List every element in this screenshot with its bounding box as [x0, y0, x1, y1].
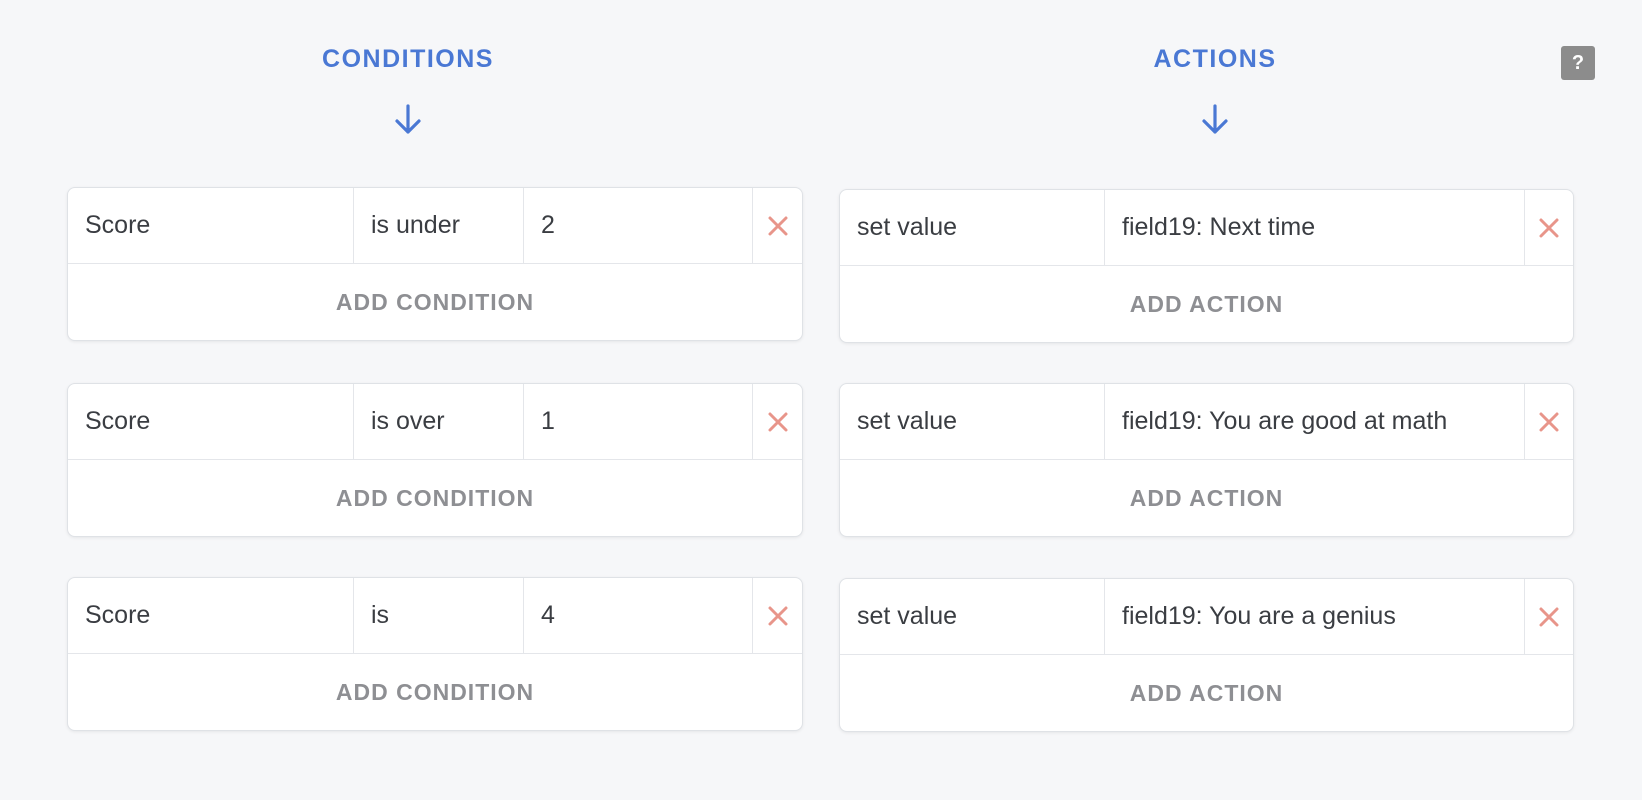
- close-x-icon: [768, 216, 787, 235]
- action-card: set value field19: You are a genius ADD …: [839, 578, 1574, 732]
- condition-value-input[interactable]: 4: [524, 578, 753, 653]
- actions-title: ACTIONS: [1153, 45, 1277, 73]
- add-action-button[interactable]: ADD ACTION: [1129, 291, 1284, 317]
- close-x-icon: [1539, 607, 1559, 626]
- condition-row: Score is over 1: [68, 384, 802, 460]
- add-condition-button[interactable]: ADD CONDITION: [335, 485, 535, 511]
- action-type-select[interactable]: set value: [840, 579, 1105, 654]
- close-x-icon: [1539, 412, 1559, 431]
- action-row: set value field19: You are a genius: [840, 579, 1573, 655]
- action-type-select[interactable]: set value: [840, 190, 1105, 265]
- arrow-down-icon: [1202, 104, 1228, 134]
- action-row: set value field19: Next time: [840, 190, 1573, 266]
- close-x-icon: [768, 412, 787, 431]
- condition-operator-select[interactable]: is under: [354, 188, 524, 263]
- action-row: set value field19: You are good at math: [840, 384, 1573, 460]
- condition-field-select[interactable]: Score: [68, 188, 354, 263]
- arrow-down-icon: [395, 104, 421, 134]
- add-action-button[interactable]: ADD ACTION: [1129, 485, 1284, 511]
- delete-action-button[interactable]: [1525, 190, 1573, 265]
- delete-condition-button[interactable]: [753, 578, 802, 653]
- condition-operator-select[interactable]: is over: [354, 384, 524, 459]
- condition-row: Score is 4: [68, 578, 802, 654]
- delete-condition-button[interactable]: [753, 384, 802, 459]
- delete-action-button[interactable]: [1525, 579, 1573, 654]
- condition-card: Score is under 2 ADD CONDITION: [67, 187, 803, 341]
- add-action-button[interactable]: ADD ACTION: [1129, 680, 1284, 706]
- conditions-header: CONDITIONS: [68, 44, 748, 138]
- action-value-input[interactable]: field19: You are a genius: [1105, 579, 1525, 654]
- condition-field-select[interactable]: Score: [68, 384, 354, 459]
- condition-field-select[interactable]: Score: [68, 578, 354, 653]
- action-card: set value field19: Next time ADD ACTION: [839, 189, 1574, 343]
- delete-action-button[interactable]: [1525, 384, 1573, 459]
- help-button[interactable]: ?: [1561, 46, 1595, 80]
- add-condition-button[interactable]: ADD CONDITION: [335, 679, 535, 705]
- action-value-input[interactable]: field19: You are good at math: [1105, 384, 1525, 459]
- action-value-input[interactable]: field19: Next time: [1105, 190, 1525, 265]
- condition-value-input[interactable]: 1: [524, 384, 753, 459]
- action-type-select[interactable]: set value: [840, 384, 1105, 459]
- condition-operator-select[interactable]: is: [354, 578, 524, 653]
- delete-condition-button[interactable]: [753, 188, 802, 263]
- condition-card: Score is over 1 ADD CONDITION: [67, 383, 803, 537]
- conditions-title: CONDITIONS: [322, 45, 494, 73]
- actions-header: ACTIONS: [840, 44, 1590, 138]
- condition-value-input[interactable]: 2: [524, 188, 753, 263]
- close-x-icon: [768, 606, 787, 625]
- condition-row: Score is under 2: [68, 188, 802, 264]
- close-x-icon: [1539, 218, 1559, 237]
- condition-card: Score is 4 ADD CONDITION: [67, 577, 803, 731]
- add-condition-button[interactable]: ADD CONDITION: [335, 289, 535, 315]
- action-card: set value field19: You are good at math …: [839, 383, 1574, 537]
